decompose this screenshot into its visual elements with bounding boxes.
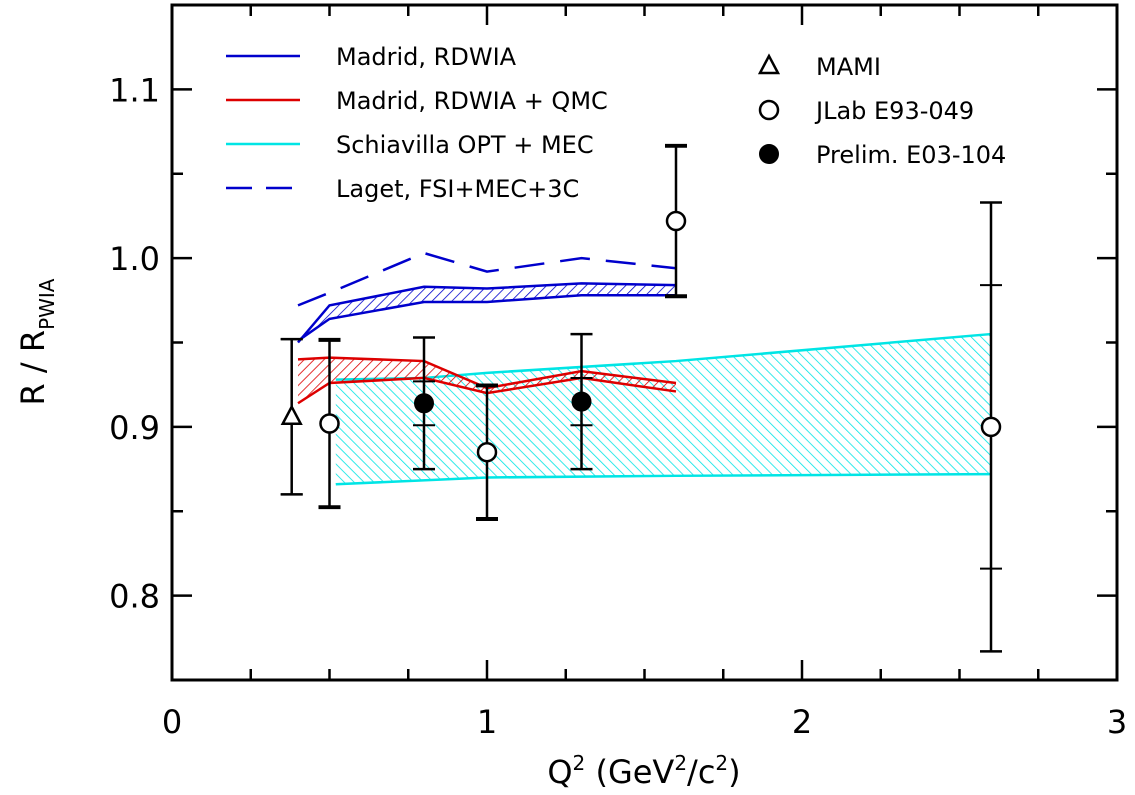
x-axis-title-c: /c	[687, 753, 715, 791]
data-point-jlab-e93-049	[665, 210, 687, 232]
data-markers	[280, 210, 1002, 463]
legend-label-schiavilla-opt-mec: Schiavilla OPT + MEC	[336, 131, 594, 159]
legend-label-laget-fsi-mec-3c: Laget, FSI+MEC+3C	[336, 175, 579, 203]
data-point-mami	[280, 404, 303, 425]
x-axis-title-q-sup: 2	[573, 751, 586, 775]
band-lower-edge-madrid-rdwia-qmc	[297, 376, 677, 405]
band-madrid-rdwia	[298, 283, 676, 343]
x-tick-label: 3	[1107, 703, 1127, 741]
x-axis-title-gev-sup: 2	[674, 751, 687, 775]
data-point-prelim-e03-104	[571, 391, 592, 412]
data-point-prelim-e03-104	[414, 393, 434, 414]
band-madrid-rdwia-qmc	[298, 357, 676, 404]
y-axis-title-subscript: PWIA	[35, 278, 59, 330]
theory-bands	[297, 282, 992, 486]
legend-label-madrid-rdwia-qmc: Madrid, RDWIA + QMC	[336, 87, 608, 115]
legend-label-jlab-e93-049: JLab E93-049	[814, 97, 974, 125]
band-lower-edge-madrid-rdwia	[297, 294, 676, 342]
x-axis-title-c-sup: 2	[715, 751, 728, 775]
axis-tick-labels: 0 1 2 3 0.8 0.9 1.0 1.1	[109, 71, 1127, 741]
x-axis-title: Q2 (GeV2/c2)	[547, 751, 740, 791]
y-tick-label: 1.0	[109, 240, 160, 278]
legend-marker-mami	[757, 53, 781, 75]
x-axis-title-q: Q	[547, 753, 572, 791]
legend-line-entries: Madrid, RDWIA Madrid, RDWIA + QMC Schiavil…	[226, 43, 608, 203]
data-point-jlab-e93-049	[476, 441, 498, 463]
y-tick-label: 0.8	[109, 578, 160, 616]
legend-label-mami: MAMI	[816, 53, 881, 81]
x-tick-label: 0	[162, 703, 182, 741]
x-tick-label: 2	[792, 703, 812, 741]
data-point-jlab-e93-049	[980, 416, 1002, 438]
x-axis-title-close: )	[728, 753, 740, 791]
legend-marker-jlab-e93-049	[758, 99, 780, 121]
x-tick-label: 1	[477, 703, 497, 741]
y-axis-title: R / RPWIA	[14, 278, 59, 405]
band-lower-edge-schiavilla-opt-mec	[335, 472, 992, 486]
legend-marker-entries: MAMI JLab E93-049 Prelim. E03-104	[757, 53, 1006, 169]
y-tick-label: 1.1	[109, 71, 160, 109]
y-axis-title-main: R / R	[14, 330, 52, 406]
data-point-jlab-e93-049	[319, 413, 340, 434]
legend-label-prelim-e03-104: Prelim. E03-104	[816, 141, 1006, 169]
legend-label-madrid-rdwia: Madrid, RDWIA	[336, 43, 517, 71]
band-upper-edge-madrid-rdwia-qmc	[297, 356, 677, 390]
x-axis-title-gev: (GeV	[585, 753, 674, 791]
y-tick-label: 0.9	[109, 409, 160, 447]
axis-ticks	[170, 3, 1119, 682]
legend-marker-prelim-e03-104	[759, 144, 779, 164]
band-upper-edge-madrid-rdwia	[297, 282, 677, 344]
legend: Madrid, RDWIA Madrid, RDWIA + QMC Schiavil…	[226, 43, 1006, 203]
band-schiavilla-opt-mec	[335, 334, 991, 485]
